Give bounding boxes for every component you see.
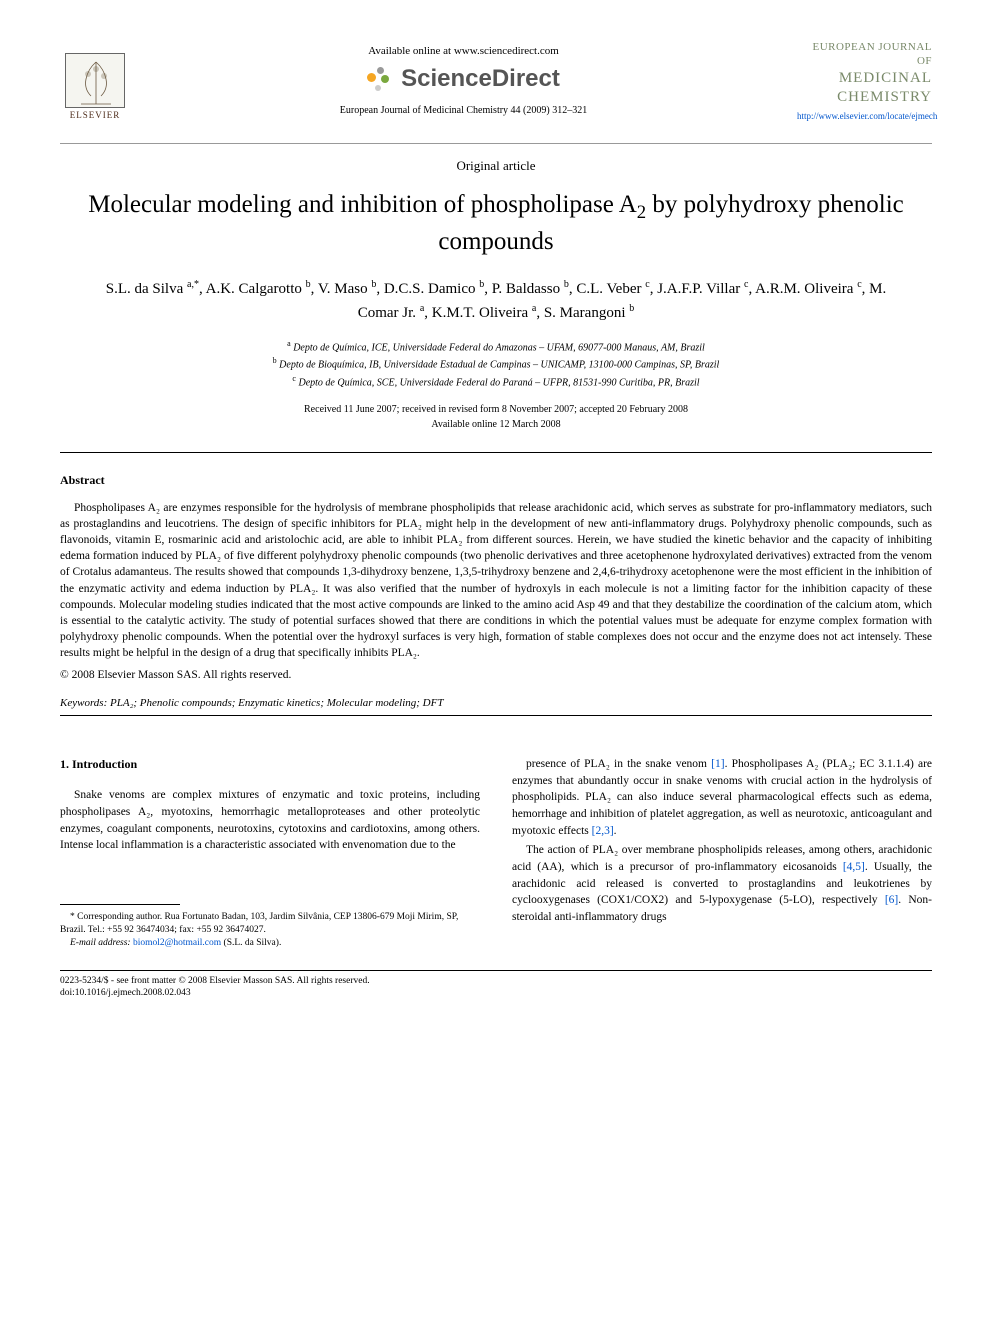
affiliation-a: a Depto de Química, ICE, Universidade Fe… [60,338,932,355]
elsevier-tree-icon [65,53,125,108]
email-link[interactable]: biomol2@hotmail.com [133,938,221,948]
column-left: 1. Introduction Snake venoms are complex… [60,756,480,950]
footer-copyright: 0223-5234/$ - see front matter © 2008 El… [60,975,932,987]
affiliation-c: c Depto de Química, SCE, Universidade Fe… [60,373,932,390]
abstract-copyright: © 2008 Elsevier Masson SAS. All rights r… [60,669,932,681]
column-right: presence of PLA₂ in the snake venom [1].… [512,756,932,950]
abstract-body: Phospholipases A₂ are enzymes responsibl… [60,500,932,661]
citation-line: European Journal of Medicinal Chemistry … [130,105,797,116]
author-list: S.L. da Silva a,*, A.K. Calgarotto b, V.… [60,277,932,324]
sciencedirect-text: ScienceDirect [401,65,560,93]
footer-divider [60,970,932,971]
available-online-text: Available online at www.sciencedirect.co… [130,45,797,57]
page-header: ELSEVIER Available online at www.science… [60,40,932,135]
title-sub: 2 [637,202,646,223]
corresponding-author-footnote: * Corresponding author. Rua Fortunato Ba… [60,911,480,937]
received-date: Received 11 June 2007; received in revis… [60,402,932,417]
footer-doi: doi:10.1016/j.ejmech.2008.02.043 [60,987,932,999]
available-date: Available online 12 March 2008 [60,417,932,432]
article-type: Original article [60,158,932,174]
email-suffix: (S.L. da Silva). [221,938,281,948]
header-divider [60,143,932,144]
keywords-label: Keywords: [60,697,107,709]
journal-url-link[interactable]: http://www.elsevier.com/locate/ejmech [797,111,932,121]
col2-paragraph-1: presence of PLA₂ in the snake venom [1].… [512,756,932,839]
journal-cover-title: EUROPEAN JOURNAL OF MEDICINAL CHEMISTRY [797,40,932,108]
ref-link-4-5[interactable]: [4,5] [843,861,865,873]
cover-line3: CHEMISTRY [797,88,932,108]
article-dates: Received 11 June 2007; received in revis… [60,402,932,432]
email-label: E-mail address: [70,938,131,948]
cover-line2: MEDICINAL [797,69,932,89]
ref-link-6[interactable]: [6] [885,894,898,906]
elsevier-logo: ELSEVIER [60,40,130,120]
footnote-divider [60,904,180,905]
affiliation-b: b Depto de Bioquímica, IB, Universidade … [60,355,932,372]
page-footer: 0223-5234/$ - see front matter © 2008 El… [60,975,932,1000]
keywords-text: PLA₂; Phenolic compounds; Enzymatic kine… [107,697,443,709]
abstract-heading: Abstract [60,473,932,488]
article-title: Molecular modeling and inhibition of pho… [60,188,932,259]
intro-paragraph-1: Snake venoms are complex mixtures of enz… [60,787,480,854]
email-footnote: E-mail address: biomol2@hotmail.com (S.L… [60,937,480,950]
title-pre: Molecular modeling and inhibition of pho… [88,191,637,218]
journal-cover: EUROPEAN JOURNAL OF MEDICINAL CHEMISTRY … [797,40,932,135]
elsevier-label: ELSEVIER [70,110,121,120]
front-matter-divider [60,452,932,453]
sciencedirect-icon [367,65,395,93]
col2-paragraph-2: The action of PLA₂ over membrane phospho… [512,842,932,925]
keywords-line: Keywords: PLA₂; Phenolic compounds; Enzy… [60,697,932,709]
abstract-divider [60,715,932,716]
ref-link-2-3[interactable]: [2,3] [592,825,614,837]
center-header: Available online at www.sciencedirect.co… [130,40,797,121]
cover-line1: EUROPEAN JOURNAL OF [797,40,932,69]
body-columns: 1. Introduction Snake venoms are complex… [60,756,932,950]
intro-heading: 1. Introduction [60,756,480,773]
affiliations: a Depto de Química, ICE, Universidade Fe… [60,338,932,390]
ref-link-1[interactable]: [1] [711,758,724,770]
sciencedirect-logo: ScienceDirect [130,65,797,93]
